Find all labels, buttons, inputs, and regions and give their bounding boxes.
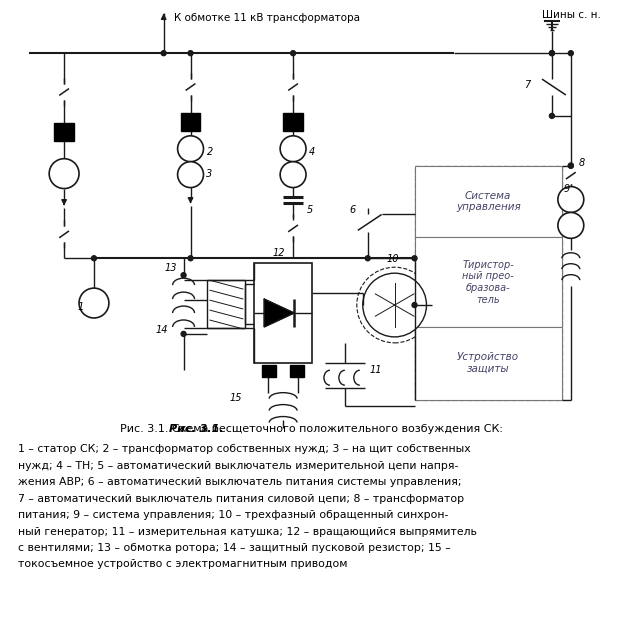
- Circle shape: [290, 51, 295, 55]
- Circle shape: [412, 303, 417, 308]
- Text: 3: 3: [207, 169, 213, 179]
- Text: Рис. 3.1.: Рис. 3.1.: [169, 425, 224, 435]
- Bar: [262, 365, 276, 377]
- Text: Рис. 3.1. Схема бесщеточного положительного возбуждения СК:: Рис. 3.1. Схема бесщеточного положительн…: [119, 425, 503, 435]
- Bar: [283, 113, 303, 131]
- Circle shape: [181, 331, 186, 337]
- Polygon shape: [264, 299, 294, 327]
- Text: 1: 1: [77, 302, 83, 312]
- Circle shape: [363, 273, 427, 337]
- Bar: [254, 263, 312, 363]
- Text: питания; 9 – система управления; 10 – трехфазный обращенный синхрон-: питания; 9 – система управления; 10 – тр…: [18, 510, 448, 520]
- Text: Устройство
защиты: Устройство защиты: [457, 352, 519, 374]
- Text: токосъемное устройство с электромагнитным приводом: токосъемное устройство с электромагнитны…: [18, 559, 348, 569]
- Bar: [414, 327, 562, 399]
- Circle shape: [280, 136, 306, 162]
- Text: 7: 7: [524, 80, 531, 90]
- Bar: [414, 237, 562, 327]
- Text: 12: 12: [272, 248, 285, 259]
- Text: нужд; 4 – ТН; 5 – автоматический выключатель измерительной цепи напря-: нужд; 4 – ТН; 5 – автоматический выключа…: [18, 461, 458, 471]
- Circle shape: [412, 256, 417, 261]
- Text: 14: 14: [156, 325, 168, 335]
- Text: 7 – автоматический выключатель питания силовой цепи; 8 – трансформатор: 7 – автоматический выключатель питания с…: [18, 494, 465, 504]
- Circle shape: [549, 51, 554, 55]
- Circle shape: [188, 256, 193, 261]
- Text: 1 – статор СК; 2 – трансформатор собственных нужд; 3 – на щит собственных: 1 – статор СК; 2 – трансформатор собстве…: [18, 445, 471, 454]
- Bar: [290, 365, 304, 377]
- Text: жения АВР; 6 – автоматический выключатель питания системы управления;: жения АВР; 6 – автоматический выключател…: [18, 477, 462, 487]
- Circle shape: [280, 162, 306, 187]
- Bar: [414, 165, 562, 237]
- Circle shape: [549, 51, 554, 55]
- Text: Система
управления: Система управления: [456, 191, 521, 213]
- Circle shape: [49, 159, 79, 189]
- Text: ный генератор; 11 – измерительная катушка; 12 – вращающийся выпрямитель: ный генератор; 11 – измерительная катушк…: [18, 526, 477, 537]
- Circle shape: [181, 273, 186, 277]
- Bar: [208, 280, 245, 328]
- Text: 13: 13: [165, 263, 177, 273]
- Circle shape: [558, 187, 584, 213]
- Text: К обмотке 11 кВ трансформатора: К обмотке 11 кВ трансформатора: [174, 13, 360, 23]
- Text: 4: 4: [309, 147, 315, 157]
- Circle shape: [558, 213, 584, 238]
- Circle shape: [569, 51, 573, 55]
- Circle shape: [365, 256, 370, 261]
- Text: 5: 5: [307, 206, 313, 216]
- Circle shape: [178, 136, 203, 162]
- Circle shape: [161, 51, 166, 55]
- Bar: [54, 123, 74, 141]
- Circle shape: [178, 162, 203, 187]
- Text: 15: 15: [230, 392, 242, 403]
- Circle shape: [549, 113, 554, 118]
- Text: 6: 6: [350, 206, 356, 216]
- Circle shape: [79, 288, 109, 318]
- Circle shape: [569, 163, 573, 168]
- Text: Тиристор-
ный прео-
бразова-
тель: Тиристор- ный прео- бразова- тель: [462, 260, 514, 304]
- Circle shape: [91, 256, 96, 261]
- Bar: [180, 113, 200, 131]
- Text: 11: 11: [369, 365, 383, 375]
- Text: с вентилями; 13 – обмотка ротора; 14 – защитный пусковой резистор; 15 –: с вентилями; 13 – обмотка ротора; 14 – з…: [18, 543, 451, 553]
- Bar: [414, 165, 562, 399]
- Text: 2: 2: [207, 147, 213, 157]
- Text: Шины с. н.: Шины с. н.: [542, 10, 601, 20]
- Circle shape: [569, 163, 573, 168]
- Text: 8: 8: [579, 158, 585, 168]
- Circle shape: [188, 51, 193, 55]
- Text: 9: 9: [564, 184, 570, 194]
- Text: 10: 10: [387, 254, 399, 264]
